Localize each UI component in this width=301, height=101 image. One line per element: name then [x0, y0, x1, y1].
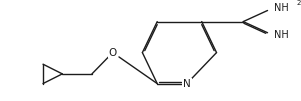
Text: O: O	[109, 48, 117, 58]
Text: N: N	[183, 79, 191, 89]
Text: NH: NH	[275, 3, 289, 13]
Text: NH: NH	[275, 30, 289, 40]
Text: 2: 2	[296, 0, 301, 6]
